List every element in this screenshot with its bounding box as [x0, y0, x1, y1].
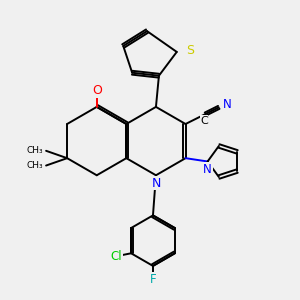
Text: S: S [186, 44, 194, 57]
Text: N: N [151, 177, 160, 190]
Text: CH₃: CH₃ [26, 146, 43, 155]
Text: O: O [92, 84, 102, 97]
Text: CH₃: CH₃ [26, 161, 43, 170]
Text: F: F [150, 273, 156, 286]
Text: N: N [223, 98, 232, 111]
Text: C: C [200, 116, 208, 126]
Text: Cl: Cl [111, 250, 122, 263]
Text: N: N [203, 163, 212, 176]
